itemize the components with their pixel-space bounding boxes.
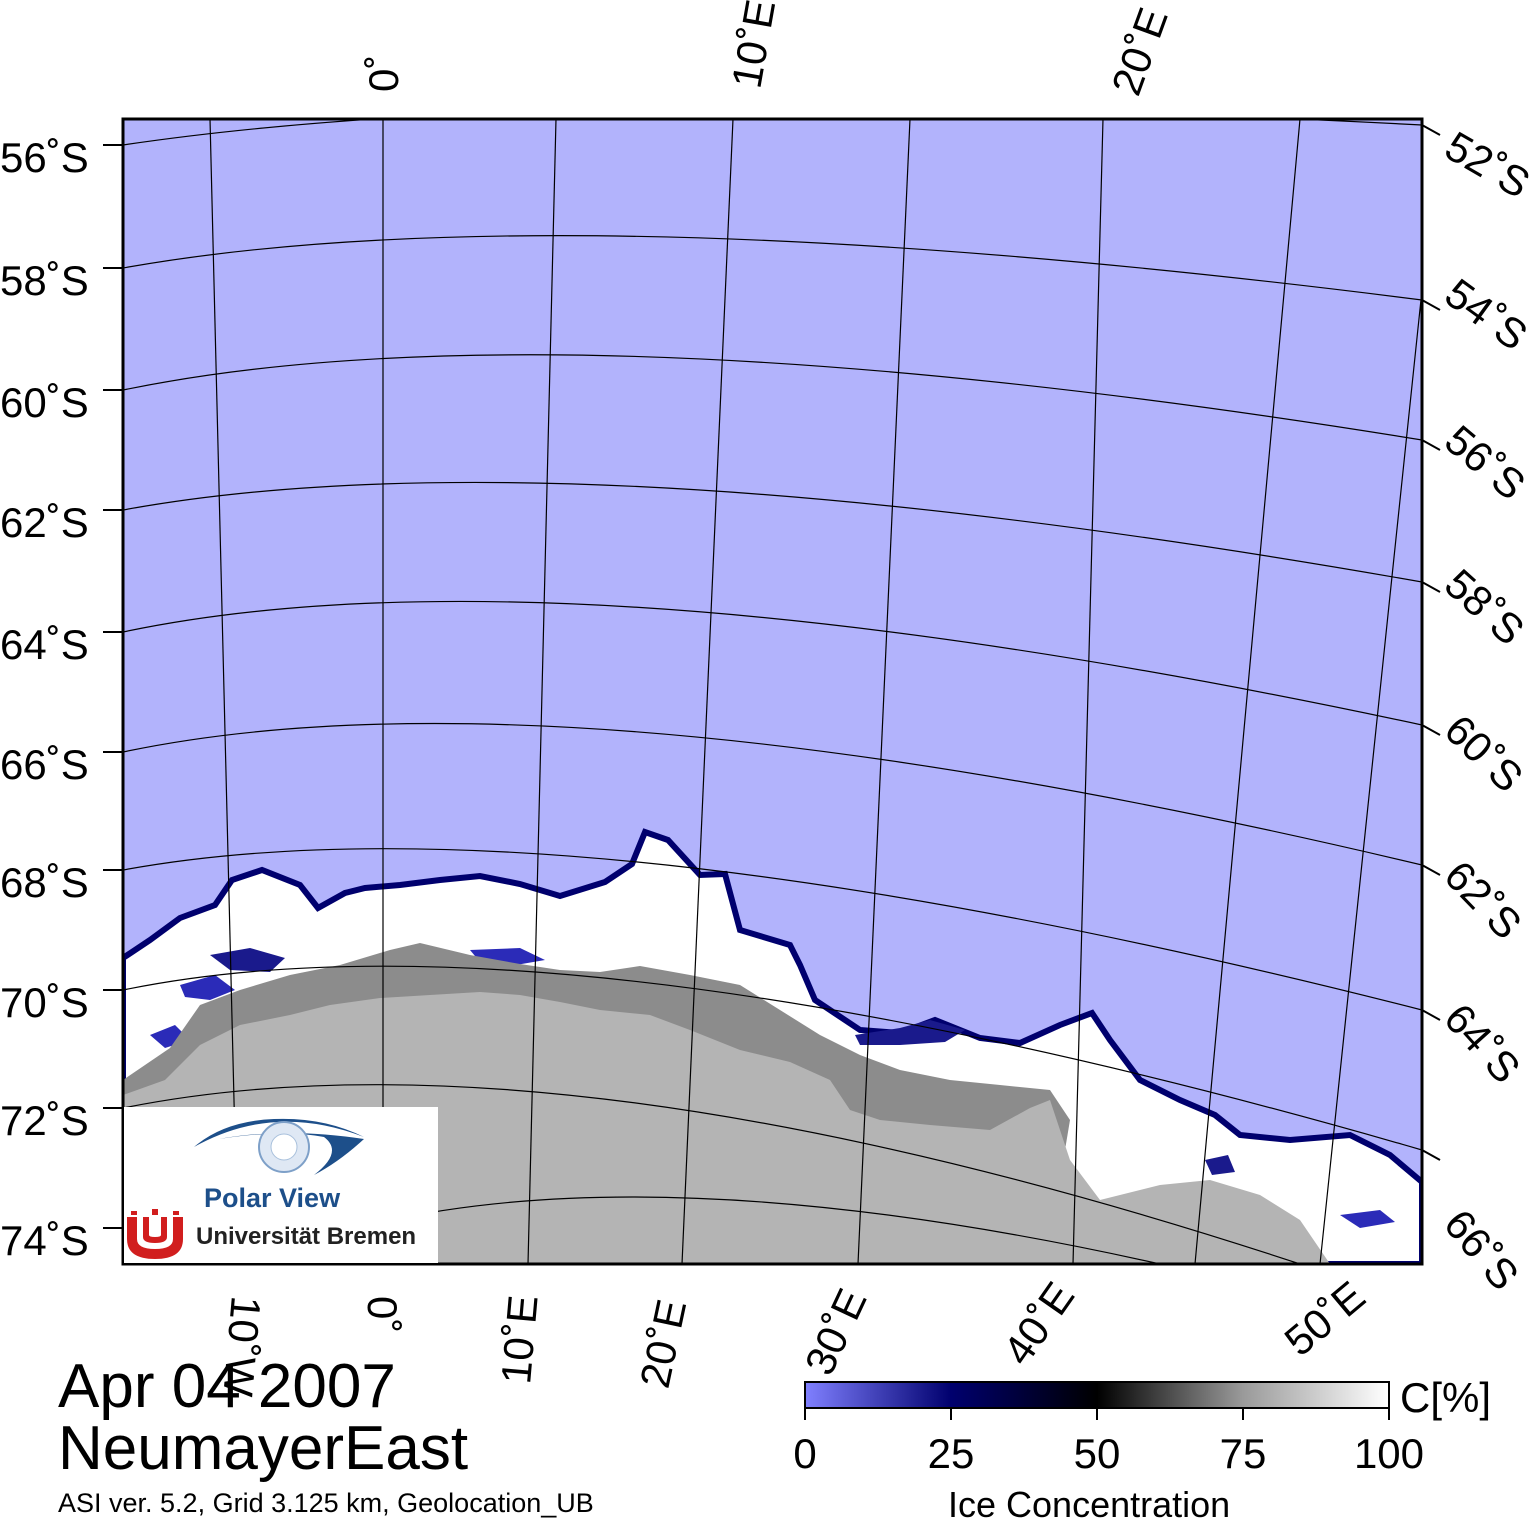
lat-label: 58˚S	[0, 257, 89, 304]
lat-label: 72˚S	[0, 1097, 89, 1144]
colorbar-gradient	[805, 1382, 1389, 1408]
colorbar: C[%] 0 25 50 75 100	[793, 1374, 1491, 1477]
latitude-labels-right: 52˚S 54˚S 56˚S 58˚S 60˚S 62˚S 64˚S 66˚S	[1435, 122, 1534, 1299]
lon-label: 10˚E	[723, 0, 785, 92]
logo-institution: Universität Bremen	[196, 1223, 416, 1251]
product-info: ASI ver. 5.2, Grid 3.125 km, Geolocation…	[58, 1488, 594, 1518]
lon-label: 40˚E	[994, 1274, 1083, 1374]
lon-label: 30˚E	[796, 1282, 876, 1382]
lat-label: 58˚S	[1436, 560, 1533, 654]
region-label: NeumayerEast	[58, 1418, 468, 1480]
lat-label: 70˚S	[0, 979, 89, 1026]
longitude-labels-top: 0˚ 10˚E 20˚E	[360, 0, 1177, 101]
university-logo-icon	[127, 1209, 183, 1259]
colorbar-tick: 75	[1220, 1430, 1267, 1477]
lon-label: 0˚	[359, 1296, 406, 1333]
lat-label: 64˚S	[0, 621, 89, 668]
colorbar-title: Ice Concentration	[948, 1484, 1230, 1526]
colorbar-unit: C[%]	[1400, 1374, 1491, 1421]
lat-label: 60˚S	[0, 379, 89, 426]
lat-label: 68˚S	[0, 859, 89, 906]
latitude-labels-left: 56˚S 58˚S 60˚S 62˚S 64˚S 66˚S 68˚S 70˚S …	[0, 134, 89, 1264]
lat-label: 62˚S	[0, 499, 89, 546]
polar-view-logo: Polar View Universität Bremen	[124, 1107, 438, 1263]
lat-label: 56˚S	[1436, 416, 1534, 509]
lon-label: 20˚E	[1102, 2, 1177, 101]
lat-label: 60˚S	[1436, 706, 1532, 801]
lat-label: 74˚S	[0, 1217, 89, 1264]
lat-label: 64˚S	[1435, 995, 1529, 1092]
lat-label: 66˚S	[0, 741, 89, 788]
lat-label: 62˚S	[1436, 852, 1531, 948]
lon-label: 50˚E	[1276, 1272, 1374, 1365]
lat-label: 52˚S	[1438, 122, 1534, 207]
lat-label: 66˚S	[1435, 1201, 1528, 1299]
logo-title: Polar View	[204, 1183, 340, 1214]
lat-label: 54˚S	[1437, 269, 1534, 359]
lon-label: 20˚E	[631, 1295, 695, 1392]
date-label: Apr 04 2007	[58, 1356, 396, 1418]
colorbar-tick: 100	[1354, 1430, 1424, 1477]
lon-label: 10˚E	[492, 1293, 547, 1385]
colorbar-tick: 50	[1074, 1430, 1121, 1477]
map-content	[123, 107, 1422, 1264]
colorbar-tick: 25	[928, 1430, 975, 1477]
colorbar-tick: 0	[793, 1430, 816, 1477]
lat-label: 56˚S	[0, 134, 89, 181]
lon-label: 0˚	[360, 55, 407, 92]
